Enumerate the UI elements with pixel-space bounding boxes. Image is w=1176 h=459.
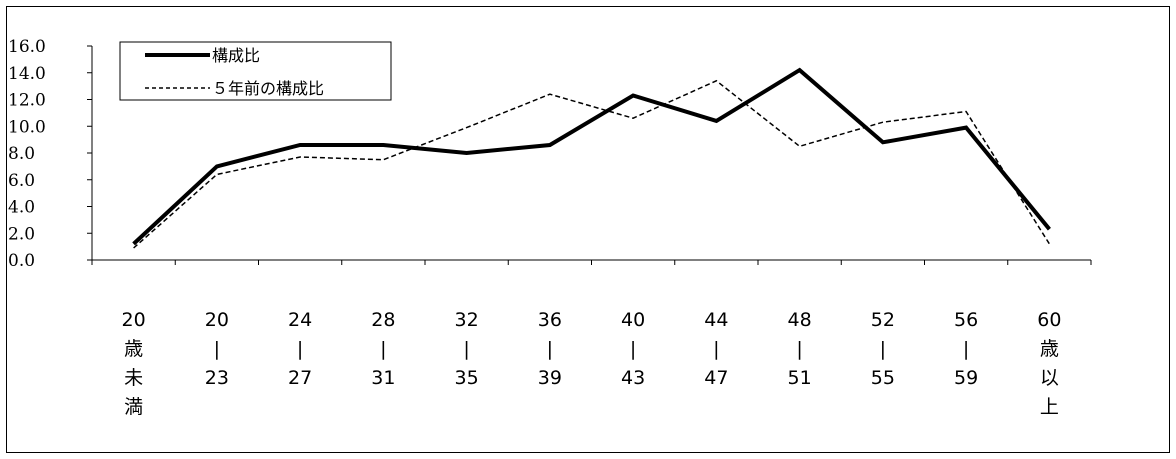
legend-label-previous: ５年前の構成比 (212, 79, 324, 98)
x-category-label: 24 (288, 309, 312, 331)
x-category-label: 満 (124, 396, 143, 418)
x-category-label: 59 (954, 367, 978, 389)
y-tick-label: 2.0 (8, 224, 35, 244)
x-category-label: 39 (538, 367, 562, 389)
x-category-label: 36 (538, 309, 562, 331)
series-line-current (132, 67, 1051, 246)
y-tick-label: 8.0 (8, 144, 35, 164)
x-category-label: 56 (954, 309, 978, 331)
x-category-label: 20 (205, 309, 229, 331)
x-category-label: 43 (621, 367, 645, 389)
y-tick-label: 0.0 (8, 251, 35, 271)
x-category-label: 20 (122, 309, 146, 331)
x-category-label: | (214, 338, 220, 360)
y-tick-label: 6.0 (8, 171, 35, 191)
x-category-label: | (463, 338, 469, 360)
x-category-label: | (630, 338, 636, 360)
x-category-label: 28 (371, 309, 395, 331)
x-category-label: 48 (788, 309, 812, 331)
x-category-label: | (796, 338, 802, 360)
x-category-labels: 20歳未満20|2324|2728|3132|3536|3940|4344|47… (122, 309, 1062, 418)
x-category-label: 32 (455, 309, 479, 331)
y-tick-label: 4.0 (8, 198, 35, 218)
x-category-label: 上 (1040, 396, 1059, 418)
x-category-label: 31 (371, 367, 395, 389)
x-category-label: 51 (788, 367, 812, 389)
y-tick-label: 16.0 (8, 37, 46, 57)
x-category-label: 40 (621, 309, 645, 331)
y-tick-label: 10.0 (8, 117, 46, 137)
x-category-label: 52 (871, 309, 895, 331)
x-category-label: 60 (1037, 309, 1061, 331)
x-category-label: 以 (1040, 367, 1059, 389)
x-category-label: 47 (704, 367, 728, 389)
x-category-label: 歳 (1040, 338, 1059, 360)
y-tick-label: 12.0 (8, 91, 46, 111)
x-category-label: | (547, 338, 553, 360)
x-ticks (91, 260, 1092, 265)
x-category-label: 35 (455, 367, 479, 389)
x-category-label: 44 (704, 309, 728, 331)
x-category-label: | (963, 338, 969, 360)
legend-box (119, 41, 392, 101)
x-category-label: | (297, 338, 303, 360)
x-category-label: 歳 (124, 338, 143, 360)
x-category-label: 23 (205, 367, 229, 389)
series-layer (132, 67, 1051, 249)
x-category-label: 未 (124, 367, 143, 389)
legend: 構成比 ５年前の構成比 (119, 41, 392, 101)
y-tick-label: 14.0 (8, 64, 46, 84)
y-ticks: 0.0 2.0 4.0 6.0 8.0 10.0 12.0 14.0 16.0 (8, 37, 92, 271)
x-category-label: 27 (288, 367, 312, 389)
x-category-label: | (713, 338, 719, 360)
x-category-label: | (380, 338, 386, 360)
x-category-label: | (880, 338, 886, 360)
series-line-previous (133, 79, 1051, 249)
x-category-label: 55 (871, 367, 895, 389)
legend-label-current: 構成比 (212, 46, 260, 65)
